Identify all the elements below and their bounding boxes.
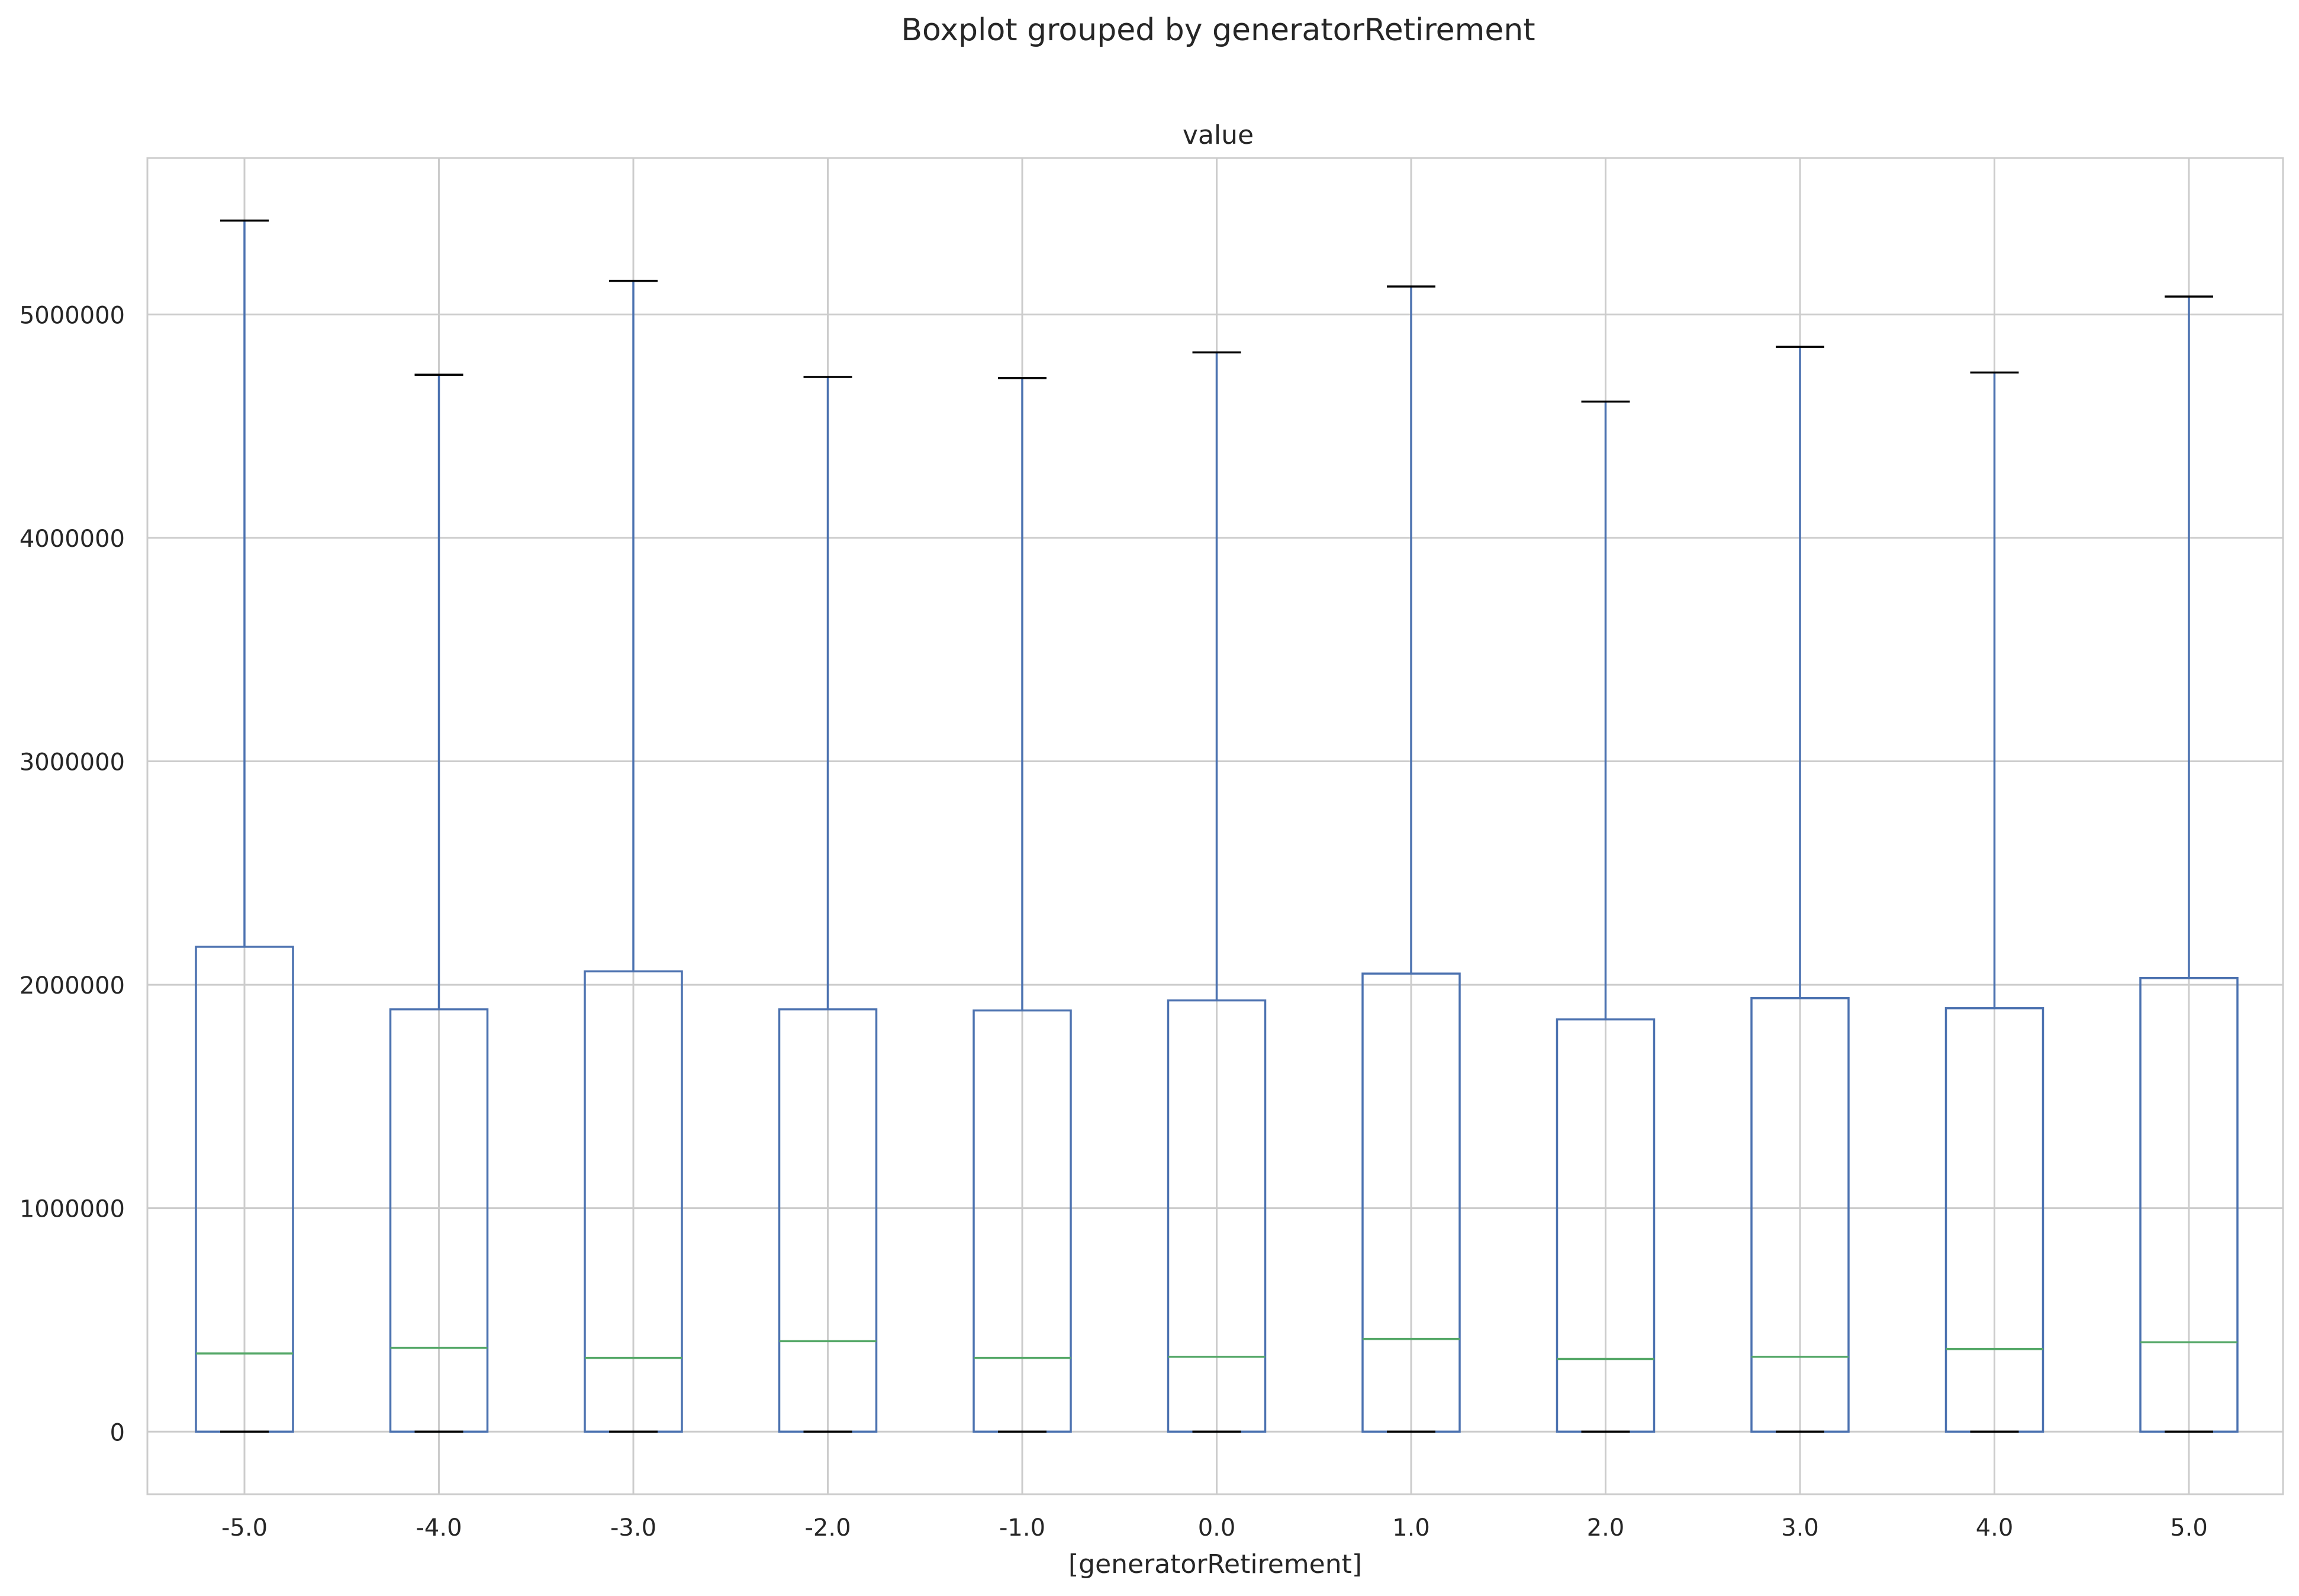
box-group	[195, 219, 294, 1433]
x-tick-label: 2.0	[1587, 1514, 1625, 1542]
box-group	[778, 376, 878, 1433]
x-tick-label: -4.0	[416, 1514, 462, 1542]
y-tick-label: 2000000	[20, 972, 125, 999]
box-group	[1361, 285, 1461, 1433]
chart-title: Boxplot grouped by generatorRetirement	[901, 12, 1535, 48]
box-group	[2139, 295, 2239, 1433]
box-group	[973, 377, 1072, 1433]
y-tick-label: 1000000	[20, 1196, 125, 1223]
x-tick-label: -3.0	[610, 1514, 656, 1542]
x-tick-label: 4.0	[1976, 1514, 2014, 1542]
x-tick-label: -2.0	[804, 1514, 851, 1542]
x-tick-label: 1.0	[1392, 1514, 1430, 1542]
x-tick-label: -5.0	[221, 1514, 268, 1542]
y-tick-label: 0	[110, 1419, 125, 1446]
x-tick-label: -1.0	[999, 1514, 1045, 1542]
y-tick-label: 3000000	[20, 749, 125, 776]
y-tick-label: 4000000	[20, 525, 125, 553]
x-tick-label: 3.0	[1781, 1514, 1819, 1542]
grid-layer	[147, 158, 2283, 1494]
y-tick-label: 5000000	[20, 302, 125, 329]
box-layer	[195, 219, 2239, 1433]
box-group	[1556, 400, 1656, 1433]
box-group	[389, 373, 489, 1433]
tick-layer: 0 1000000 2000000 3000000 4000000 5000000 -5.0…	[20, 302, 2208, 1542]
plot-frame	[146, 157, 2284, 1495]
box-group	[1750, 346, 1850, 1433]
box-group	[1944, 371, 2044, 1433]
x-axis-label: [generatorRetirement]	[1068, 1549, 1362, 1579]
box-group	[584, 279, 683, 1433]
x-tick-label: 5.0	[2170, 1514, 2208, 1542]
x-tick-label: 0.0	[1198, 1514, 1236, 1542]
box-group	[1167, 351, 1267, 1433]
chart-subtitle: value	[1183, 120, 1254, 150]
